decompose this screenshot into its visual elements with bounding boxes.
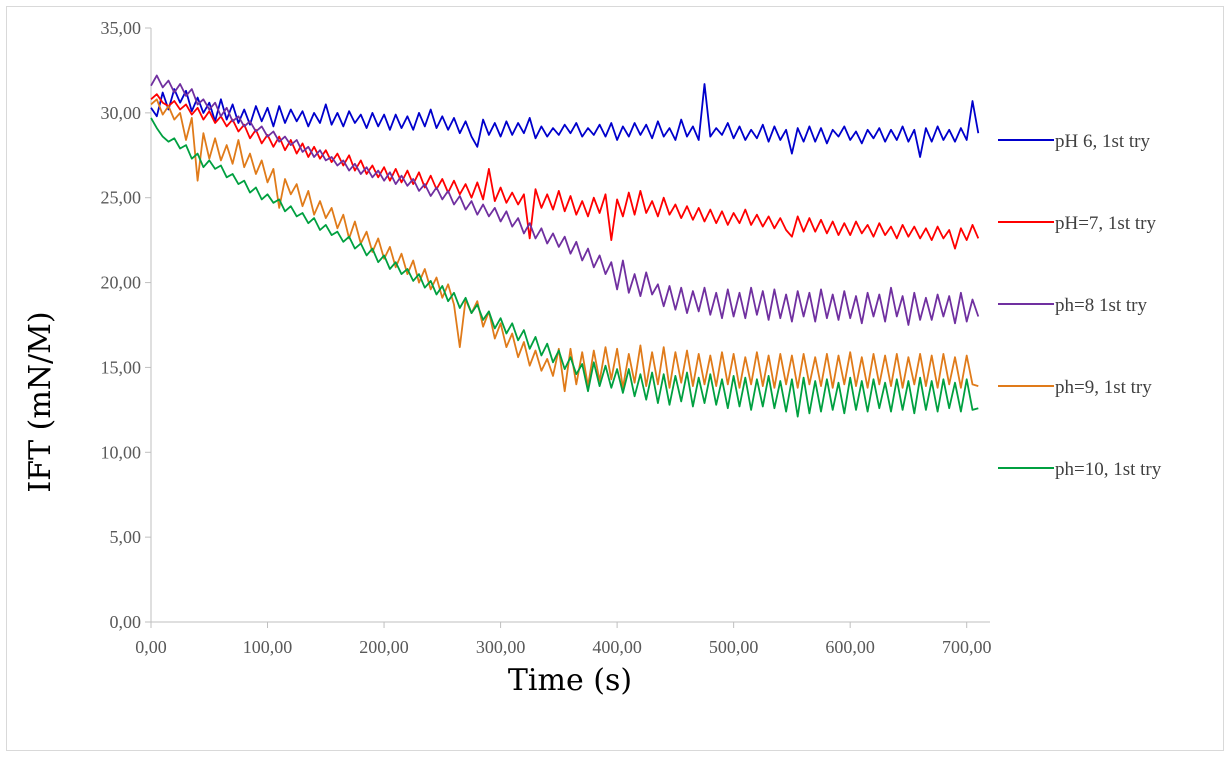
legend-label-1: pH 6, 1st try xyxy=(1055,131,1151,152)
x-axis-title: Time (s) xyxy=(508,663,632,698)
series-line-1 xyxy=(150,83,980,158)
y-tick-label: 30,00 xyxy=(101,103,142,123)
legend-label-4: ph=9, 1st try xyxy=(1055,377,1152,398)
x-tick-label: 500,00 xyxy=(709,637,759,657)
x-axis: 0,00 100,00 200,00 300,00 400,00 500,00 600,00… xyxy=(135,621,992,657)
y-tick-label: 35,00 xyxy=(101,18,142,38)
x-tick-label: 600,00 xyxy=(825,637,875,657)
y-tick-label: 10,00 xyxy=(101,442,142,462)
series-line-3 xyxy=(150,74,980,326)
y-axis: 0,00 5,00 10,00 15,00 20,00 25,00 30,00 35,00 xyxy=(101,18,152,632)
y-axis-title: IFT (mN/M) xyxy=(23,311,58,492)
y-tick-label: 15,00 xyxy=(101,357,142,377)
legend: pH 6, 1st try pH=7, 1st try ph=8 1st try ph… xyxy=(998,131,1162,480)
x-tick-label: 700,00 xyxy=(942,637,992,657)
y-tick-label: 0,00 xyxy=(110,612,142,632)
series-line-5 xyxy=(150,117,979,418)
series-lines xyxy=(150,74,980,418)
x-tick-label: 0,00 xyxy=(135,637,167,657)
y-tick-label: 5,00 xyxy=(110,527,142,547)
x-tick-label: 100,00 xyxy=(243,637,293,657)
series-line-4 xyxy=(150,98,979,393)
x-tick-label: 200,00 xyxy=(359,637,409,657)
legend-label-5: ph=10, 1st try xyxy=(1055,459,1162,480)
legend-label-3: ph=8 1st try xyxy=(1055,295,1147,316)
y-tick-label: 25,00 xyxy=(101,188,142,208)
y-tick-label: 20,00 xyxy=(101,273,142,293)
x-tick-label: 300,00 xyxy=(476,637,526,657)
x-tick-label: 400,00 xyxy=(592,637,642,657)
legend-label-2: pH=7, 1st try xyxy=(1055,213,1156,234)
